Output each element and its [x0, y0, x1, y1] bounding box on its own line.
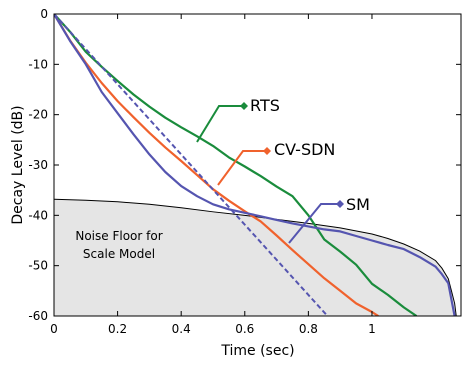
- series-line-cv-sdn: [54, 14, 379, 316]
- callout-marker-cv-sdn: [263, 147, 271, 155]
- y-tick-label: -40: [28, 208, 48, 222]
- x-tick-label: 0.6: [235, 322, 254, 336]
- noise-floor-label-line1: Noise Floor for: [75, 229, 162, 243]
- callout-marker-sm: [336, 200, 344, 208]
- series-label-cv-sdn: CV-SDN: [274, 140, 335, 159]
- y-tick-label: -10: [28, 57, 48, 71]
- x-tick-label: 0.2: [108, 322, 127, 336]
- y-axis-title: Decay Level (dB): [10, 105, 26, 224]
- series-line-dashed-reference: [54, 14, 329, 316]
- x-tick-label: 0.8: [299, 322, 318, 336]
- series-label-sm: SM: [346, 195, 370, 214]
- y-tick-label: 0: [40, 7, 48, 21]
- callout-line-cv-sdn: [217, 150, 267, 186]
- y-tick-label: -20: [28, 108, 48, 122]
- noise-floor-curve: [54, 198, 457, 316]
- noise-floor-label-line2: Scale Model: [83, 247, 155, 261]
- series-line-sm: [54, 14, 456, 316]
- y-tick-label: -50: [28, 259, 48, 273]
- callout-marker-rts: [240, 102, 248, 110]
- callout-line-sm: [288, 203, 340, 244]
- series-label-rts: RTS: [250, 96, 280, 115]
- callout-line-rts: [196, 105, 244, 143]
- y-tick-label: -60: [28, 309, 48, 323]
- noise-floor-region: [54, 199, 457, 316]
- y-tick-label: -30: [28, 158, 48, 172]
- x-axis-title: Time (sec): [220, 343, 294, 359]
- series-line-rts: [54, 14, 418, 316]
- x-tick-label: 1: [368, 322, 376, 336]
- x-tick-label: 0.4: [172, 322, 191, 336]
- x-tick-label: 0: [50, 322, 58, 336]
